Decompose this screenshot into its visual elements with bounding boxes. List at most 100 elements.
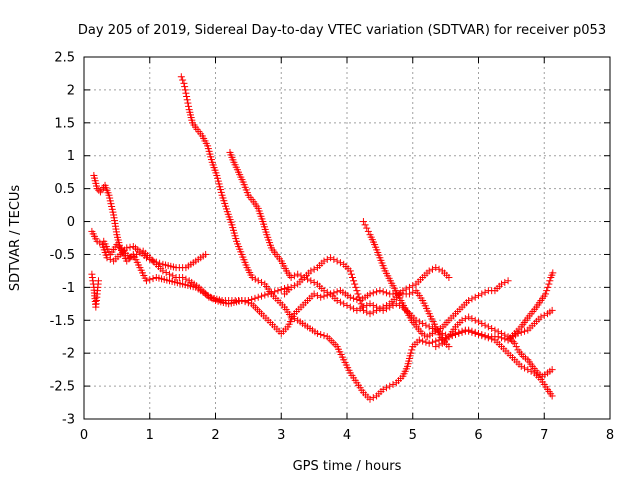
- data-point: [261, 291, 269, 299]
- data-point: [498, 280, 506, 288]
- data-point: [258, 278, 266, 286]
- data-point: [376, 287, 384, 295]
- data-point: [343, 301, 351, 309]
- series-track-1: [88, 270, 102, 311]
- data-point: [353, 287, 361, 295]
- data-point: [445, 343, 453, 351]
- data-point: [181, 86, 189, 94]
- x-tick-label: 1: [146, 428, 154, 443]
- data-point: [468, 315, 476, 323]
- data-point: [340, 300, 348, 308]
- data-point: [488, 335, 496, 343]
- data-point: [347, 270, 355, 278]
- data-point: [356, 297, 364, 305]
- data-point: [346, 267, 354, 275]
- data-point: [357, 300, 365, 308]
- data-point: [524, 366, 532, 374]
- data-point: [287, 283, 295, 291]
- data-point: [317, 331, 325, 339]
- data-point: [126, 243, 134, 251]
- data-point: [481, 288, 489, 296]
- series-track-4: [100, 237, 292, 305]
- data-point: [307, 267, 315, 275]
- x-tick-label: 4: [343, 428, 351, 443]
- data-point: [129, 252, 137, 260]
- data-point: [304, 275, 312, 283]
- data-point: [521, 327, 529, 335]
- data-point: [382, 384, 390, 392]
- data-point: [425, 339, 433, 347]
- data-point: [323, 288, 331, 296]
- data-point: [313, 329, 321, 337]
- data-point: [354, 290, 362, 298]
- data-point: [133, 250, 141, 258]
- y-tick-labels: -3 -2.5 -2 -1.5 -1 -0.5 0 0.5 1 1.5 2 2.5: [50, 51, 75, 428]
- y-tick-label: -1.5: [50, 314, 75, 329]
- data-point: [182, 89, 190, 97]
- data-point: [177, 73, 185, 81]
- data-point: [379, 385, 387, 393]
- data-point: [185, 102, 193, 110]
- data-point: [504, 277, 512, 285]
- series-track-6: [226, 148, 556, 400]
- data-point: [402, 285, 410, 293]
- data-point: [415, 318, 423, 326]
- data-point: [475, 331, 482, 339]
- data-point: [149, 275, 157, 283]
- data-point: [323, 255, 331, 263]
- data-point: [465, 327, 473, 335]
- data-point: [465, 313, 473, 321]
- data-point: [511, 339, 519, 347]
- x-tick-label: 8: [606, 428, 614, 443]
- data-point: [461, 326, 469, 334]
- data-point: [180, 79, 188, 87]
- data-point: [537, 313, 545, 321]
- data-point: [501, 331, 509, 339]
- data-point: [310, 290, 318, 298]
- chart-title: Day 205 of 2019, Sidereal Day-to-day VTE…: [78, 23, 606, 38]
- data-point: [149, 257, 157, 265]
- data-point: [123, 244, 131, 252]
- data-point: [254, 277, 262, 285]
- data-point: [386, 382, 394, 390]
- data-point: [369, 289, 377, 297]
- data-point: [481, 333, 489, 341]
- data-point: [407, 349, 415, 357]
- x-tick-label: 6: [474, 428, 482, 443]
- data-point: [363, 301, 371, 309]
- data-point: [320, 257, 328, 265]
- data-point: [320, 332, 328, 340]
- x-tick-label: 2: [211, 428, 219, 443]
- data-point: [94, 277, 102, 285]
- data-point: [366, 395, 374, 403]
- data-point: [359, 218, 367, 226]
- data-point: [382, 289, 390, 297]
- data-point: [471, 329, 479, 337]
- data-point: [543, 287, 551, 295]
- data-point: [330, 289, 338, 297]
- data-point: [363, 308, 371, 316]
- data-point: [162, 269, 170, 277]
- data-point: [478, 332, 486, 340]
- data-points: [88, 73, 557, 403]
- data-point: [142, 277, 150, 285]
- data-point: [458, 327, 466, 335]
- data-point: [248, 273, 256, 281]
- data-point: [546, 277, 554, 285]
- y-tick-label: 0.5: [54, 182, 75, 197]
- data-point: [258, 292, 266, 300]
- series-track-7: [281, 254, 453, 318]
- data-point: [359, 306, 367, 314]
- data-point: [366, 290, 374, 298]
- data-point: [468, 295, 476, 303]
- data-point: [545, 280, 553, 288]
- data-point: [254, 293, 262, 301]
- data-point: [438, 329, 446, 337]
- data-point: [419, 337, 427, 345]
- data-point: [333, 257, 341, 265]
- data-point: [442, 331, 450, 339]
- data-point: [481, 321, 489, 329]
- data-point: [484, 323, 492, 331]
- data-point: [548, 392, 556, 400]
- series-track-5: [177, 73, 556, 403]
